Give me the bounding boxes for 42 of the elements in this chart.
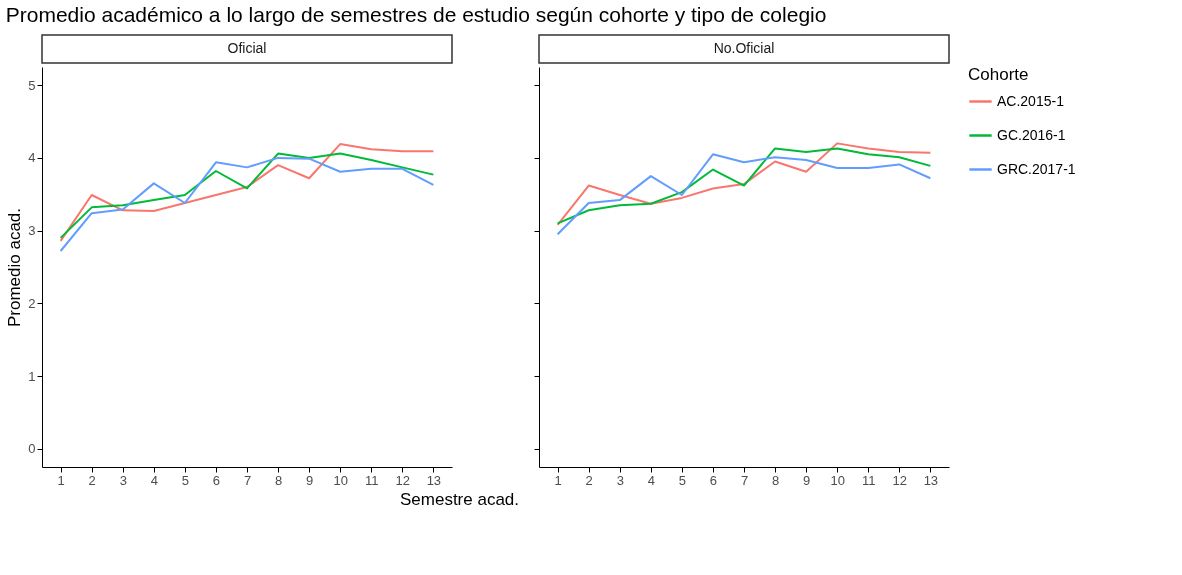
x-tick-label: 7 [243, 472, 252, 488]
x-tick-label: 7 [740, 472, 749, 488]
y-tick-label: 0 [28, 441, 36, 457]
y-tick-label: 2 [28, 295, 36, 311]
x-tick-label: 12 [395, 472, 411, 488]
legend-label: GC.2016-1 [997, 126, 1066, 143]
x-tick-label: 4 [150, 472, 158, 488]
x-tick-label: 4 [647, 472, 655, 488]
x-tick-label: 13 [923, 472, 939, 488]
x-tick-label: 6 [212, 472, 221, 488]
legend-title: Cohorte [968, 65, 1029, 84]
y-axis-title: Promedio acad. [5, 207, 25, 328]
line-series [59, 156, 435, 252]
legend-label: GRC.2017-1 [997, 160, 1076, 177]
x-tick-label: 3 [119, 472, 127, 488]
x-axis-title: Semestre acad. [399, 489, 520, 509]
chart-subtitle: Oficial [227, 40, 267, 56]
x-tick-label: 11 [861, 472, 876, 488]
x-tick-label: 2 [88, 472, 96, 488]
y-tick-label: 1 [28, 368, 36, 384]
x-tick-label: 13 [426, 472, 442, 488]
x-tick-label: 8 [274, 472, 283, 488]
x-tick-label: 5 [181, 472, 189, 488]
x-tick-label: 8 [771, 472, 780, 488]
chart-subtitle: No.Oficial [713, 40, 775, 56]
x-tick-label: 9 [306, 472, 314, 488]
x-tick-label: 6 [709, 472, 718, 488]
x-tick-label: 2 [585, 472, 593, 488]
x-tick-label: 12 [892, 472, 908, 488]
x-tick-label: 1 [57, 472, 65, 488]
chart-title: Promedio académico a lo largo de semestres de estudio según cohorte y tipo de colegio [5, 3, 827, 27]
y-tick-label: 5 [28, 77, 36, 93]
x-tick-label: 10 [830, 472, 845, 488]
x-tick-label: 11 [364, 472, 379, 488]
x-tick-label: 3 [616, 472, 624, 488]
y-tick-label: 3 [28, 223, 36, 239]
x-tick-label: 10 [333, 472, 348, 488]
x-tick-label: 5 [678, 472, 686, 488]
y-tick-label: 4 [28, 150, 36, 166]
legend-label: AC.2015-1 [997, 92, 1065, 109]
x-tick-label: 9 [803, 472, 811, 488]
x-tick-label: 1 [554, 472, 562, 488]
